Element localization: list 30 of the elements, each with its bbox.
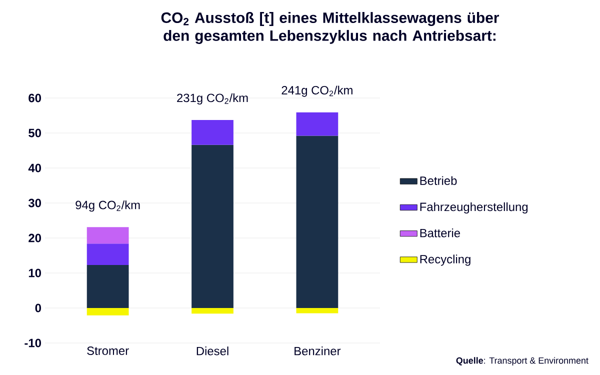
bar	[192, 144, 234, 308]
bar	[86, 227, 129, 244]
y-tick-label: 0	[35, 304, 41, 312]
annotation: 231g CO$_{2}$/km	[177, 93, 248, 105]
bar	[296, 136, 338, 308]
y-tick-label: 50	[28, 128, 41, 138]
text: 241g CO$_{2}$/km	[282, 86, 352, 97]
y-tick-label: 30	[28, 198, 41, 208]
y-tick-label: -10	[24, 338, 41, 348]
bar	[192, 120, 234, 145]
y-tick-label: 20	[28, 234, 41, 242]
bar	[192, 308, 234, 314]
legend-label: Betrieb	[420, 176, 457, 185]
bar	[296, 308, 338, 314]
legend-label: Recycling	[420, 254, 470, 266]
y-tick-label: 40	[28, 164, 41, 172]
annotation: 94g CO$_{2}$/km	[76, 200, 140, 212]
bar	[86, 308, 129, 316]
chart-title: CO$_{2}$ Ausstoß [t] eines Mittelklassewagens über den gesamten Lebenszyklus nach Antriebsart:	[161, 12, 500, 44]
x-tick-label: Diesel	[196, 346, 228, 356]
legend-label: Batterie	[420, 228, 460, 238]
y-tick-label: 60	[28, 94, 41, 102]
x-tick-label: Benziner	[294, 346, 341, 356]
text: Quelle: Transport & Environment	[456, 357, 588, 366]
y-tick-label: 10	[28, 268, 41, 278]
bar	[86, 264, 129, 308]
legend-label: Fahrzeugherstellung	[420, 202, 528, 214]
bar	[296, 112, 338, 136]
x-tick-label: Stromer	[87, 346, 129, 355]
bar	[86, 244, 129, 265]
